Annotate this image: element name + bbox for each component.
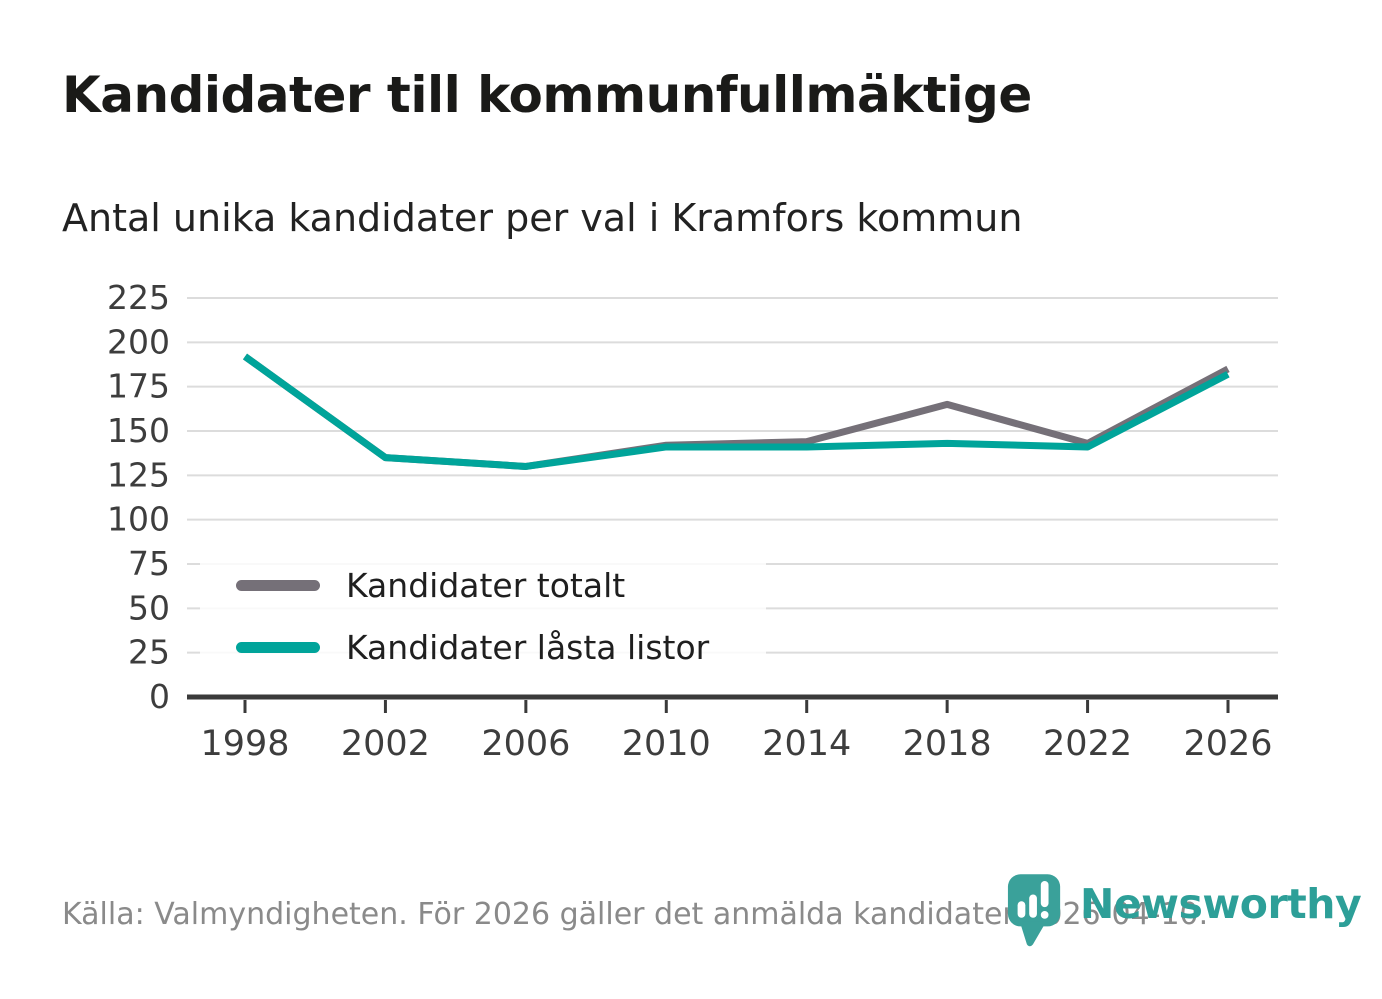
newsworthy-wordmark: Newsworthy — [1080, 880, 1362, 928]
y-axis-tick-label: 75 — [128, 544, 170, 583]
newsworthy-pin-barchart-icon — [1007, 874, 1061, 947]
legend-label: Kandidater låsta listor — [346, 627, 710, 667]
legend-item: Kandidater totalt — [236, 557, 766, 613]
y-axis-tick-label: 175 — [107, 367, 170, 406]
chart-legend: Kandidater totalt Kandidater låsta listor — [200, 550, 766, 682]
y-axis-tick-label: 100 — [107, 500, 170, 539]
y-axis-tick-label: 225 — [107, 278, 170, 317]
y-axis-tick-label: 0 — [149, 677, 170, 716]
x-axis-tick-label: 2002 — [341, 724, 430, 764]
legend-item: Kandidater låsta listor — [236, 619, 766, 675]
y-axis-tick-label: 200 — [107, 322, 170, 361]
newsworthy-logo: Newsworthy — [1006, 872, 1362, 948]
y-axis-tick-label: 125 — [107, 455, 170, 494]
chart-subtitle: Antal unika kandidater per val i Kramfor… — [62, 196, 1023, 240]
x-axis-tick-label: 2022 — [1043, 724, 1132, 764]
y-axis-tick-label: 50 — [128, 588, 170, 627]
chart-title: Kandidater till kommunfullmäktige — [62, 66, 1032, 124]
y-axis-tick-label: 25 — [128, 633, 170, 672]
series-line — [242, 353, 1230, 470]
legend-swatch — [236, 579, 320, 591]
legend-label: Kandidater totalt — [346, 565, 626, 605]
x-axis-tick-label: 2014 — [762, 724, 851, 764]
y-axis-tick-label: 150 — [107, 411, 170, 450]
x-axis-tick-label: 2018 — [903, 724, 992, 764]
x-axis-tick-label: 2010 — [622, 724, 711, 764]
legend-swatch — [236, 641, 320, 653]
x-axis-tick-label: 2006 — [481, 724, 570, 764]
x-axis-tick-label: 2026 — [1183, 724, 1272, 764]
x-axis-tick-label: 1998 — [200, 724, 289, 764]
